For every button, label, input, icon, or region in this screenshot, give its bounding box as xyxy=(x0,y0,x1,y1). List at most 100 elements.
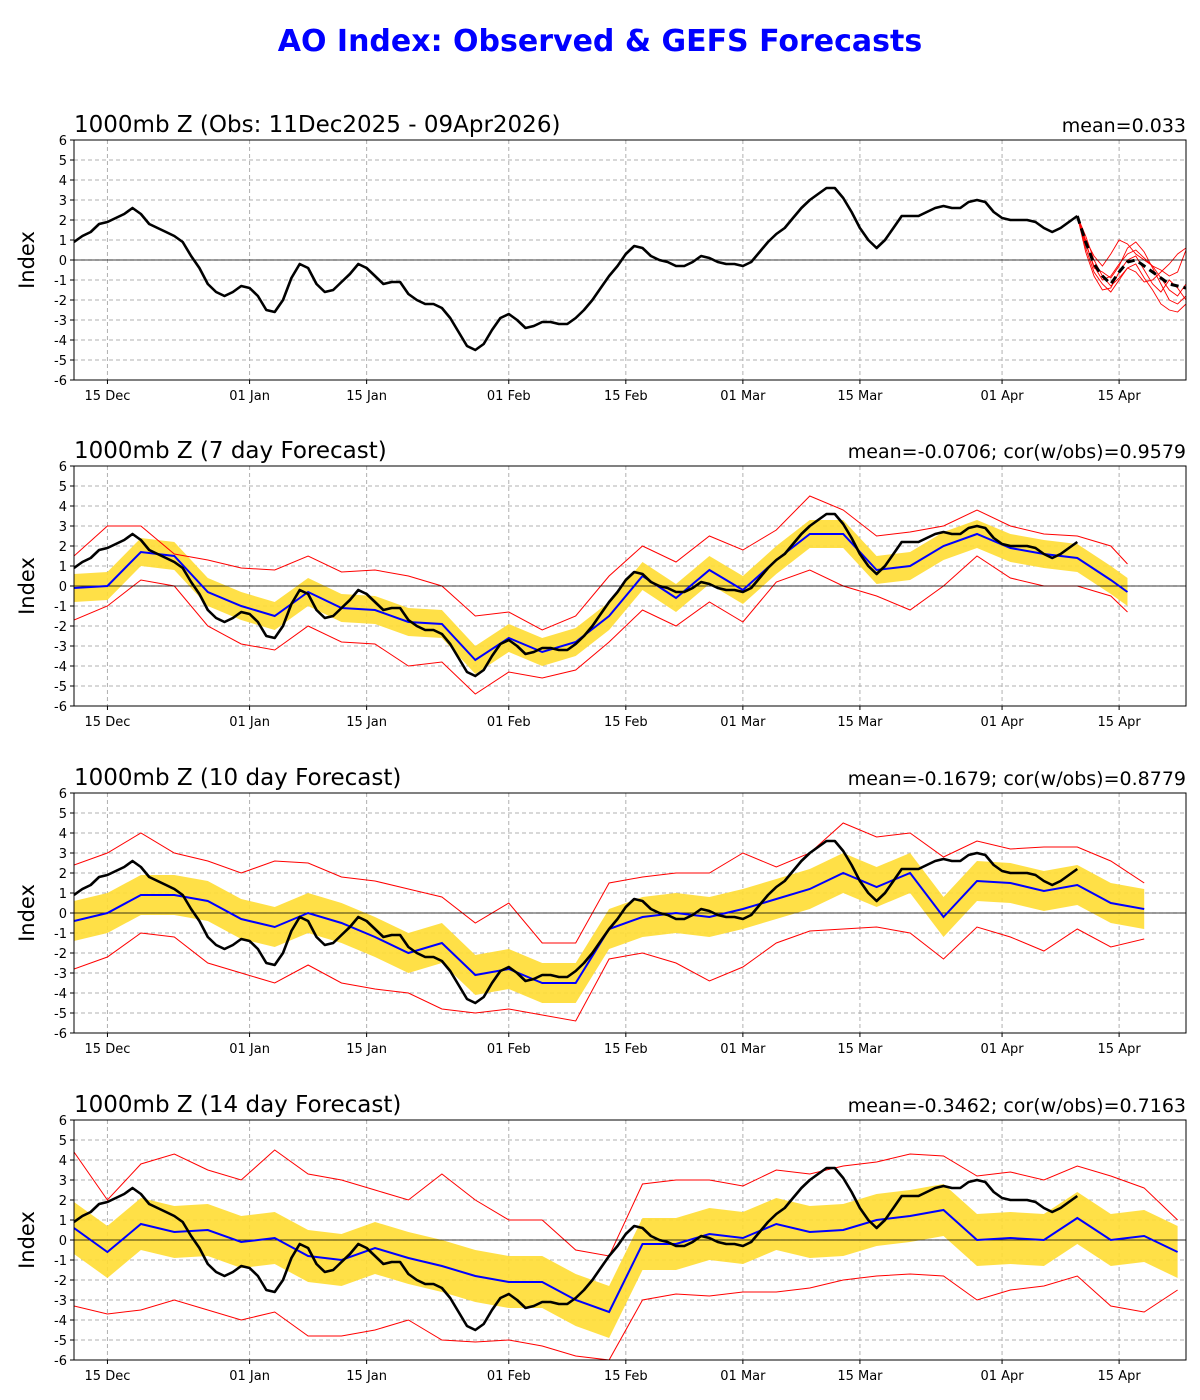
y-tick-label: 1 xyxy=(59,887,67,902)
plot-frame xyxy=(73,792,1187,1034)
x-tick-label: 15 Jan xyxy=(346,389,387,404)
x-tick-label: 15 Apr xyxy=(1098,389,1142,404)
x-tick-label: 01 Mar xyxy=(720,389,766,404)
y-tick-label: -4 xyxy=(54,1314,67,1329)
x-tick-label: 15 Dec xyxy=(85,1369,131,1384)
y-tick-label: -3 xyxy=(54,1294,67,1309)
x-tick-label: 01 Jan xyxy=(229,1042,270,1057)
y-tick-label: -1 xyxy=(54,274,67,289)
x-tick-label: 01 Mar xyxy=(720,1042,766,1057)
x-tick-label: 01 Jan xyxy=(229,715,270,730)
y-tick-label: 0 xyxy=(59,907,67,922)
x-tick-label: 01 Feb xyxy=(487,389,531,404)
panel-title: 1000mb Z (10 day Forecast) xyxy=(74,765,401,791)
y-tick-label: 4 xyxy=(59,500,67,515)
spread-band xyxy=(74,1184,1178,1338)
x-tick-label: 15 Mar xyxy=(837,1042,883,1057)
y-tick-label: -3 xyxy=(54,314,67,329)
x-tick-label: 15 Feb xyxy=(604,1042,648,1057)
y-tick-label: -5 xyxy=(54,680,67,695)
ensemble-member-line xyxy=(1076,215,1186,287)
plot-area xyxy=(74,495,1186,695)
ensemble-member-line xyxy=(1076,215,1186,313)
y-tick-label: 6 xyxy=(59,1114,67,1129)
y-tick-label: -4 xyxy=(54,987,67,1002)
x-tick-label: 01 Apr xyxy=(980,389,1024,404)
y-tick-label: -2 xyxy=(54,620,67,635)
y-tick-label: 1 xyxy=(59,234,67,249)
x-tick-label: 15 Feb xyxy=(604,715,648,730)
y-tick-label: 0 xyxy=(59,1234,67,1249)
plot-frame xyxy=(73,139,1187,381)
envelope-max-line xyxy=(74,1149,1178,1257)
plot-frame xyxy=(73,465,1187,707)
y-tick-label: 1 xyxy=(59,1214,67,1229)
y-tick-label: 6 xyxy=(59,460,67,475)
panel-stats: mean=-0.0706; cor(w/obs)=0.9579 xyxy=(848,441,1186,463)
x-tick-label: 15 Feb xyxy=(604,1369,648,1384)
figure-title: AO Index: Observed & GEFS Forecasts xyxy=(278,24,922,59)
ensemble-member-line xyxy=(1076,215,1186,277)
y-tick-label: -3 xyxy=(54,967,67,982)
x-tick-label: 15 Feb xyxy=(604,389,648,404)
panel-1: -6 -5 -4 -3 -2 -1 0 1 2 3 4 5 6 15 Dec 01 Jan 15 Jan 01 … xyxy=(15,112,1187,404)
ensemble-member-line xyxy=(1076,215,1186,301)
y-tick-label: 0 xyxy=(59,580,67,595)
y-tick-label: -1 xyxy=(54,600,67,615)
x-tick-label: 15 Mar xyxy=(837,1369,883,1384)
plot-area xyxy=(74,1149,1186,1360)
observed-line xyxy=(74,1166,1079,1332)
y-tick-label: -6 xyxy=(54,1354,67,1369)
ensemble-mean-line xyxy=(1075,215,1186,290)
panel-title: 1000mb Z (14 day Forecast) xyxy=(74,1092,401,1118)
y-tick-label: 5 xyxy=(59,1134,67,1149)
y-tick-label: 6 xyxy=(59,787,67,802)
observed-line xyxy=(74,839,1079,1005)
y-tick-label: -5 xyxy=(54,1334,67,1349)
x-tick-label: 15 Dec xyxy=(85,389,131,404)
x-tick-label: 15 Dec xyxy=(85,715,131,730)
y-tick-label: -2 xyxy=(54,1274,67,1289)
x-tick-label: 15 Jan xyxy=(346,1042,387,1057)
panel-2: -6 -5 -4 -3 -2 -1 0 1 2 3 4 5 6 15 Dec 01 Jan 15 Jan 01 … xyxy=(15,438,1187,730)
y-tick-label: 2 xyxy=(59,214,67,229)
x-tick-label: 15 Mar xyxy=(837,715,883,730)
y-tick-label: 3 xyxy=(59,1174,67,1189)
x-tick-label: 15 Mar xyxy=(837,389,883,404)
spread-band xyxy=(74,520,1128,674)
forecast-mean-line xyxy=(74,532,1129,662)
y-tick-label: -6 xyxy=(54,374,67,389)
y-tick-label: 2 xyxy=(59,867,67,882)
envelope-min-line xyxy=(74,555,1128,695)
y-tick-label: -5 xyxy=(54,1007,67,1022)
y-tick-label: 2 xyxy=(59,540,67,555)
panel-stats: mean=-0.1679; cor(w/obs)=0.8779 xyxy=(848,768,1186,790)
panel-title: 1000mb Z (Obs: 11Dec2025 - 09Apr2026) xyxy=(74,112,560,138)
y-tick-label: 5 xyxy=(59,154,67,169)
envelope-min-line xyxy=(74,926,1145,1022)
panel-4: -6 -5 -4 -3 -2 -1 0 1 2 3 4 5 6 15 Dec 01 Jan 15 Jan 01 … xyxy=(15,1092,1187,1384)
plot-area xyxy=(74,186,1186,352)
x-tick-label: 15 Apr xyxy=(1098,715,1142,730)
x-tick-label: 01 Feb xyxy=(487,715,531,730)
panel-title: 1000mb Z (7 day Forecast) xyxy=(74,438,387,464)
x-tick-label: 01 Apr xyxy=(980,715,1024,730)
observed-line xyxy=(74,186,1079,352)
y-tick-label: 1 xyxy=(59,560,67,575)
panel-3: -6 -5 -4 -3 -2 -1 0 1 2 3 4 5 6 15 Dec 01 Jan 15 Jan 01 … xyxy=(15,765,1187,1057)
y-tick-label: -5 xyxy=(54,354,67,369)
plot-area xyxy=(74,822,1186,1022)
x-tick-label: 01 Feb xyxy=(487,1042,531,1057)
y-axis-label: Index xyxy=(15,231,39,289)
x-tick-label: 01 Mar xyxy=(720,1369,766,1384)
x-tick-label: 15 Apr xyxy=(1098,1042,1142,1057)
x-tick-label: 01 Jan xyxy=(229,1369,270,1384)
y-tick-label: 4 xyxy=(59,1154,67,1169)
y-axis-label: Index xyxy=(15,1211,39,1269)
y-tick-label: 5 xyxy=(59,807,67,822)
panel-stats: mean=0.033 xyxy=(1062,115,1186,137)
y-tick-label: -1 xyxy=(54,1254,67,1269)
x-tick-label: 01 Jan xyxy=(229,389,270,404)
x-tick-label: 15 Jan xyxy=(346,715,387,730)
y-axis-label: Index xyxy=(15,557,39,615)
